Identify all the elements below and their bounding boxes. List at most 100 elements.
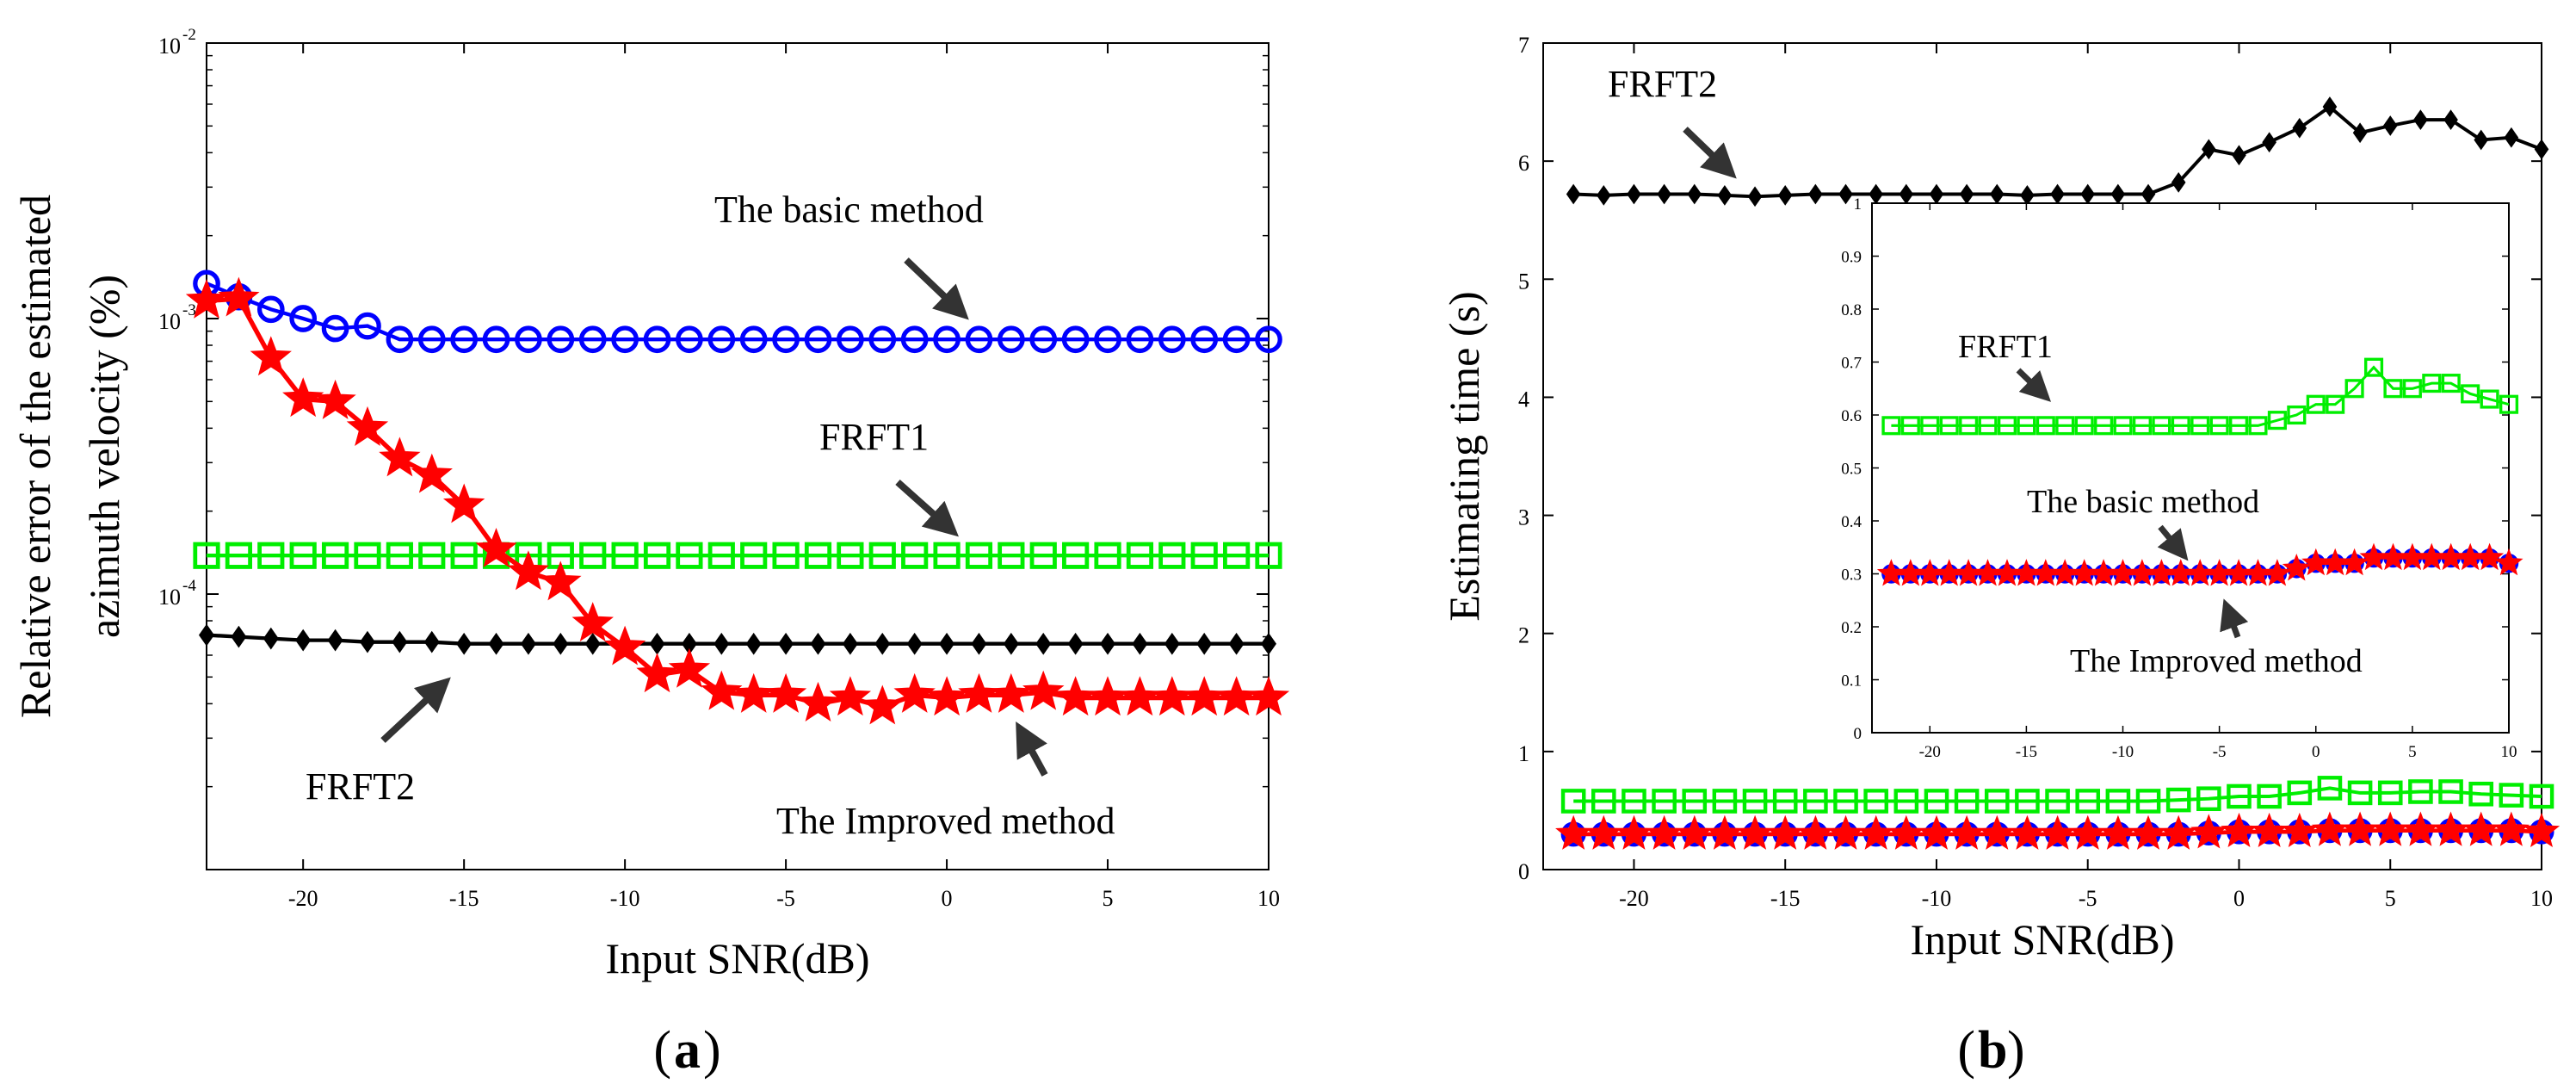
panel-letter-b: b bbox=[1978, 1021, 2007, 1080]
inset-series-the-improved-method-point bbox=[2494, 548, 2523, 576]
series-b-frft2-point bbox=[2202, 139, 2216, 160]
series-b-frft2-point bbox=[2534, 139, 2549, 160]
inset-y-tick-label: 0.8 bbox=[1841, 301, 1862, 319]
inset-x-tick-label: -10 bbox=[2112, 743, 2134, 761]
inset-series-frft1-point bbox=[2287, 405, 2307, 425]
y-tick-label-b: 5 bbox=[1518, 269, 1529, 294]
series-a-the-basic-method-point bbox=[1255, 325, 1282, 354]
series-a-the-basic-method-point bbox=[515, 325, 542, 354]
series-a-frft1-point bbox=[1094, 542, 1121, 569]
arrow-improved-method-a bbox=[1016, 721, 1048, 777]
series-b-frft1-point bbox=[2257, 783, 2282, 809]
series-a-frft1-point bbox=[804, 542, 832, 569]
inset-y-tick-label: 0.7 bbox=[1841, 355, 1862, 373]
series-b-the-improved-method-point bbox=[2493, 811, 2530, 846]
y-tick-label-b: 1 bbox=[1518, 741, 1529, 766]
series-b-the-improved-method-point bbox=[2160, 814, 2197, 850]
x-tick-label-b: -20 bbox=[1619, 886, 1649, 911]
series-a-frft2-point bbox=[906, 632, 923, 655]
inset-series-frft1-point bbox=[2441, 374, 2461, 393]
series-a-frft2-point bbox=[584, 632, 601, 655]
series-a-frft2-point bbox=[1035, 632, 1052, 655]
inset-x-tick-label: -20 bbox=[1919, 743, 1941, 761]
series-b bbox=[1555, 96, 2561, 850]
series-a-the-basic-method-point bbox=[965, 325, 993, 354]
series-b-frft1-point bbox=[2135, 789, 2161, 814]
annotation-improved-method-a: The Improved method bbox=[776, 800, 1115, 842]
x-tick-label-b: -15 bbox=[1770, 886, 1801, 911]
series-b-the-improved-method-point bbox=[2190, 814, 2227, 849]
series-a-frft2-point bbox=[263, 627, 279, 650]
inset-x-tick-label: 10 bbox=[2501, 743, 2517, 761]
series-b-frft1-point bbox=[2075, 789, 2101, 814]
inset-series-frft1-point bbox=[2344, 379, 2364, 399]
series-a-frft1-point bbox=[1126, 542, 1154, 569]
series-a-frft1-point bbox=[611, 542, 639, 569]
series-b-frft1-point bbox=[2287, 780, 2313, 806]
series-a-frft1-point bbox=[933, 542, 961, 569]
series-a-frft1-point bbox=[225, 542, 252, 569]
series-a-frft2-point bbox=[778, 632, 794, 655]
inset-y-tick-label: 0 bbox=[1854, 725, 1863, 743]
series-a-frft2-point bbox=[1164, 632, 1180, 655]
y-tick-exponent-a: -2 bbox=[182, 26, 196, 44]
inset-series-frft1-point bbox=[2035, 416, 2055, 436]
series-a-frft2-point bbox=[842, 632, 858, 655]
series-a-frft2-point bbox=[939, 632, 955, 655]
series-a-frft2-point bbox=[423, 630, 440, 653]
inset-series-the-improved-method-point bbox=[2475, 542, 2505, 571]
series-b-frft2-point bbox=[2382, 115, 2398, 136]
inset-series-frft1-point bbox=[2306, 394, 2326, 414]
series-a-the-basic-method-point bbox=[804, 325, 832, 354]
series-b-frft2-point bbox=[2474, 129, 2489, 151]
series-a-frft1-point bbox=[1158, 542, 1186, 569]
inset-series-frft1-point bbox=[2480, 389, 2499, 409]
series-b-frft2-point bbox=[2262, 132, 2276, 153]
series-b-frft2-point bbox=[1657, 183, 1671, 205]
inset-y-tick-label: 0.3 bbox=[1841, 567, 1862, 585]
y-axis-label-b: Estimating time (s) bbox=[1440, 291, 1488, 621]
series-a-frft1-point bbox=[868, 542, 896, 569]
series-a-the-basic-method-point bbox=[417, 325, 446, 354]
series-b-frft1-point bbox=[2045, 789, 2070, 814]
series-a-the-improved-method-point bbox=[829, 676, 872, 716]
series-a-frft2-point bbox=[327, 629, 343, 652]
annotation-frft1-a: FRFT1 bbox=[819, 416, 929, 458]
series-b-frft2-point bbox=[1687, 183, 1702, 205]
series-a-frft2-point bbox=[520, 632, 536, 655]
series-b-frft1-point bbox=[1591, 789, 1616, 814]
panel-label-b: ( bbox=[1957, 1021, 1975, 1080]
series-b-frft2-point bbox=[1777, 185, 1793, 206]
inset-series-frft1-point bbox=[1920, 416, 1940, 436]
inset-series-frft1-point bbox=[1900, 416, 1920, 436]
series-b-the-improved-method-point bbox=[2281, 812, 2318, 848]
series-a-the-basic-method-point bbox=[1190, 325, 1219, 354]
inset-series-frft1-point bbox=[2074, 416, 2094, 436]
series-a-the-basic-method-point bbox=[1061, 325, 1090, 354]
panel-a: -20 -15 -10 -5 0 5 10 10-410-310-2 Input SNR(d… bbox=[11, 26, 1290, 1080]
series-a-frft1-point bbox=[354, 542, 381, 569]
x-tick-label-b: -10 bbox=[1922, 886, 1952, 911]
series-a-the-improved-method-point bbox=[668, 647, 711, 688]
series-a-the-basic-method-point bbox=[321, 314, 349, 343]
series-a-the-improved-method-point bbox=[1022, 670, 1065, 710]
series-b-frft2-point bbox=[2413, 109, 2428, 131]
series-b-frft1-point bbox=[2438, 779, 2463, 804]
inset-series-frft1-point bbox=[2461, 384, 2480, 404]
series-b-frft1-point bbox=[2196, 786, 2221, 812]
x-tick-label-b: -5 bbox=[2079, 886, 2097, 911]
series-a-the-improved-method-point bbox=[797, 681, 839, 722]
inset-series-frft1-point bbox=[2248, 416, 2268, 436]
annotation-basic-method-a: The basic method bbox=[714, 189, 984, 231]
series-b-frft1-point bbox=[1863, 789, 1888, 814]
series-b-frft1-point bbox=[2499, 783, 2524, 808]
series-a-frft1-point bbox=[901, 542, 929, 569]
series-a-the-basic-method-point bbox=[256, 295, 285, 324]
series-a-the-basic-method-point bbox=[1158, 325, 1186, 354]
series-b-frft1-point bbox=[1560, 789, 1586, 814]
series-a-the-basic-method-point bbox=[1222, 325, 1251, 354]
series-b-frft1-point bbox=[1954, 789, 1980, 814]
series-a-the-improved-method-point bbox=[314, 379, 356, 419]
